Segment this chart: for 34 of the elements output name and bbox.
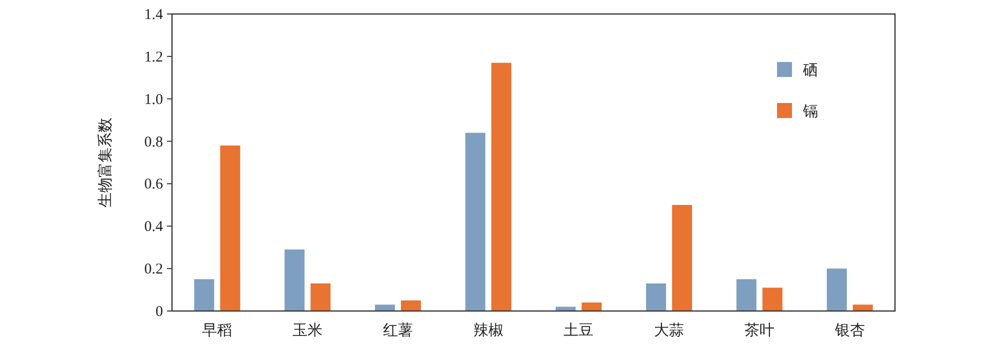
bar <box>310 283 331 311</box>
bar <box>220 146 240 311</box>
y-tick-label: 1.2 <box>144 49 163 66</box>
legend-label: 镉 <box>802 104 818 120</box>
bar <box>762 288 782 311</box>
bar <box>672 204 692 311</box>
bar <box>582 302 602 311</box>
bar <box>852 304 873 311</box>
bar <box>826 268 847 311</box>
y-tick-label: 0.6 <box>144 176 164 193</box>
bar <box>465 132 486 311</box>
x-tick-label: 早稻 <box>202 323 232 339</box>
x-tick-label: 银杏 <box>834 322 865 339</box>
bar <box>374 304 395 311</box>
y-axis-title: 生物富集系数 <box>97 118 114 208</box>
y-tick-label: 0.8 <box>144 134 163 150</box>
bar <box>400 300 421 311</box>
x-tick-label: 辣椒 <box>473 322 504 339</box>
x-tick-label: 红薯 <box>382 322 413 339</box>
bar <box>194 279 214 311</box>
y-tick-label: 1.0 <box>144 92 163 108</box>
legend-label: 硒 <box>802 63 818 79</box>
x-tick-label: 茶叶 <box>744 322 774 339</box>
x-tick-label: 玉米 <box>292 322 323 339</box>
y-tick-label: 0 <box>156 304 163 320</box>
x-tick-label: 土豆 <box>564 322 594 339</box>
bar <box>736 279 756 311</box>
y-tick-label: 1.4 <box>144 7 164 23</box>
y-tick-label: 0.2 <box>144 262 163 278</box>
y-tick-label: 0.4 <box>144 219 164 236</box>
bar <box>284 249 305 311</box>
bar <box>646 283 666 311</box>
bar <box>491 62 512 311</box>
x-tick-label: 大蒜 <box>654 322 684 339</box>
